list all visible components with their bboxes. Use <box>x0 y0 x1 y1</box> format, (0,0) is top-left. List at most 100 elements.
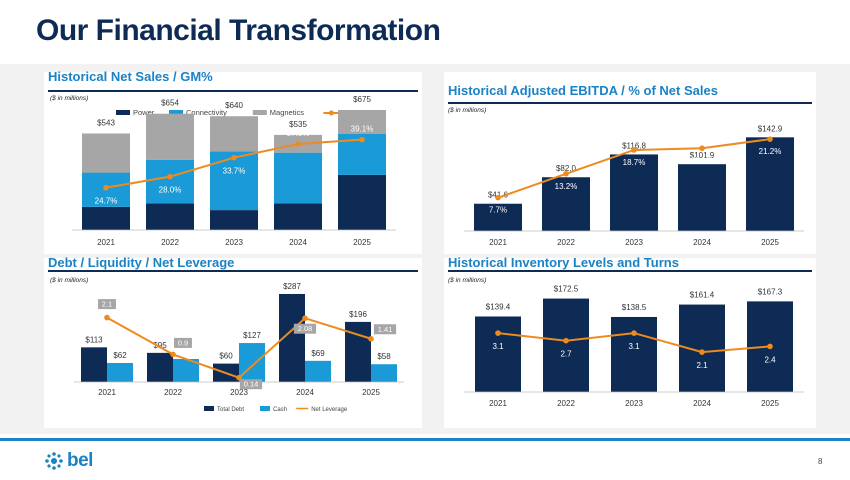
bar-ebitda-2023 <box>610 154 658 231</box>
turns-point-2021 <box>495 330 501 336</box>
legend-label-0: Total Debt <box>217 407 244 413</box>
legend-swatch-1 <box>260 406 270 411</box>
leverage-label-2025-bg <box>373 324 397 335</box>
x-tick-2022: 2022 <box>557 399 575 408</box>
label-total-debt-2022: $95 <box>153 341 167 350</box>
bar-power-2023 <box>210 210 258 230</box>
leverage-point-2024 <box>302 315 308 322</box>
leverage-label-2025: 1.41 <box>378 325 393 334</box>
inventory-unit: ($ in millions) <box>448 277 487 284</box>
value-label-2025: $142.9 <box>758 124 783 133</box>
label-total-debt-2021: $113 <box>85 335 103 344</box>
bel-logo-text: bel <box>67 450 93 471</box>
x-tick-2022: 2022 <box>164 388 182 397</box>
bel-logo-icon <box>45 452 63 470</box>
debt-rule <box>48 270 418 272</box>
leverage-label-2022-bg <box>174 337 192 348</box>
bar-ebitda-2022 <box>542 177 590 231</box>
legend-label-2: Magnetics <box>270 108 304 117</box>
x-tick-2021: 2021 <box>98 388 116 397</box>
x-tick-2023: 2023 <box>230 388 248 397</box>
bar-connectivity-2022 <box>146 159 194 204</box>
leverage-label-2023: 0.14 <box>244 380 259 389</box>
bar-connectivity-2023 <box>210 151 258 211</box>
turns-label-2022: 2.7 <box>560 350 572 359</box>
gm-point-2022 <box>167 173 173 180</box>
total-label-2024: $535 <box>289 120 307 129</box>
legend-swatch-1 <box>169 110 183 115</box>
gm-label-2024: 37.8% <box>287 129 310 138</box>
label-cash-2024: $69 <box>311 349 325 358</box>
label-total-debt-2024: $287 <box>283 282 301 291</box>
net-sales-title: Historical Net Sales / GM% <box>48 69 213 84</box>
x-tick-2025: 2025 <box>761 238 779 247</box>
x-tick-2022: 2022 <box>161 238 179 247</box>
margin-point-2025 <box>767 136 773 142</box>
x-tick-2024: 2024 <box>296 388 314 397</box>
turns-point-2025 <box>767 343 773 350</box>
inventory-rule <box>448 270 812 272</box>
net-sales-rule <box>48 90 418 92</box>
margin-label-2023: 18.7% <box>623 158 646 167</box>
debt-chart: $113 $62 2021 $95 2022 $60 $127 2023 $287 $69 2024… <box>74 282 404 413</box>
label-cash-2025: $58 <box>377 352 391 361</box>
x-tick-2025: 2025 <box>362 388 380 397</box>
ebitda-unit: ($ in millions) <box>448 107 487 114</box>
gm-point-2023 <box>231 154 237 161</box>
x-tick-2023: 2023 <box>625 399 643 408</box>
turns-point-2023 <box>631 330 637 336</box>
legend-swatch-0 <box>116 110 130 115</box>
value-label-2022: $82.0 <box>556 164 577 173</box>
leverage-label-2024: 2.08 <box>298 324 313 333</box>
total-label-2022: $654 <box>161 99 179 108</box>
margin-label-2024: 19.1% <box>691 156 714 165</box>
turns-label-2023: 3.1 <box>628 342 640 351</box>
bar-cash-2022 <box>173 359 199 382</box>
ebitda-title: Historical Adjusted EBITDA / % of Net Sa… <box>448 83 718 98</box>
bar-total-debt-2022 <box>147 352 173 382</box>
leverage-label-2021-bg <box>98 299 116 310</box>
legend-marker-gm <box>328 110 334 116</box>
turns-label-2024: 2.1 <box>696 361 708 370</box>
x-tick-2021: 2021 <box>489 399 507 408</box>
x-tick-2021: 2021 <box>97 238 115 247</box>
bar-power-2025 <box>338 174 386 230</box>
ebitda-chart: $41.62021$82.02022$116.82023$101.92024$1… <box>464 124 804 247</box>
bar-inventory-2021 <box>475 316 521 392</box>
bar-cash-2025 <box>371 364 397 382</box>
x-tick-2025: 2025 <box>353 238 371 247</box>
bar-magnetics-2023 <box>210 116 258 152</box>
bar-magnetics-2025 <box>338 110 386 134</box>
leverage-label-2024-bg <box>293 323 317 334</box>
label-total-debt-2025: $196 <box>349 310 367 319</box>
debt-title: Debt / Liquidity / Net Leverage <box>48 255 235 270</box>
value-label-2021: $139.4 <box>486 302 511 311</box>
inventory-title: Historical Inventory Levels and Turns <box>448 255 679 270</box>
bar-cash-2021 <box>107 362 133 382</box>
legend-label-1: Cash <box>273 407 287 413</box>
label-total-debt-2023: $60 <box>219 352 233 361</box>
bar-inventory-2022 <box>543 298 589 392</box>
leverage-label-2022: 0.9 <box>178 338 188 347</box>
margin-label-2021: 7.7% <box>489 206 507 215</box>
value-label-2025: $167.3 <box>758 287 783 296</box>
bar-magnetics-2021 <box>82 133 130 173</box>
leverage-label-2021: 2.1 <box>102 300 112 309</box>
total-label-2021: $543 <box>97 118 115 127</box>
total-label-2025: $675 <box>353 95 371 104</box>
turns-point-2024 <box>699 349 705 355</box>
gm-point-2025 <box>359 136 365 143</box>
x-tick-2024: 2024 <box>693 399 711 408</box>
net-sales-chart: PowerConnectivityMagneticsGM%$5432021$65… <box>72 95 396 247</box>
page-number: 8 <box>818 457 823 466</box>
x-tick-2021: 2021 <box>489 238 507 247</box>
bar-power-2021 <box>82 206 130 230</box>
leverage-label-2023-bg <box>239 379 263 390</box>
margin-point-2024 <box>699 145 705 152</box>
turns-label-2021: 3.1 <box>492 342 504 351</box>
gm-point-2021 <box>103 184 109 191</box>
x-tick-2025: 2025 <box>761 399 779 408</box>
inventory-chart: $139.4 2021 $172.5 2022 $138.5 2023 $161.4 2024… <box>464 285 804 408</box>
turns-label-2025: 2.4 <box>764 355 776 364</box>
ebitda-rule <box>448 102 812 104</box>
